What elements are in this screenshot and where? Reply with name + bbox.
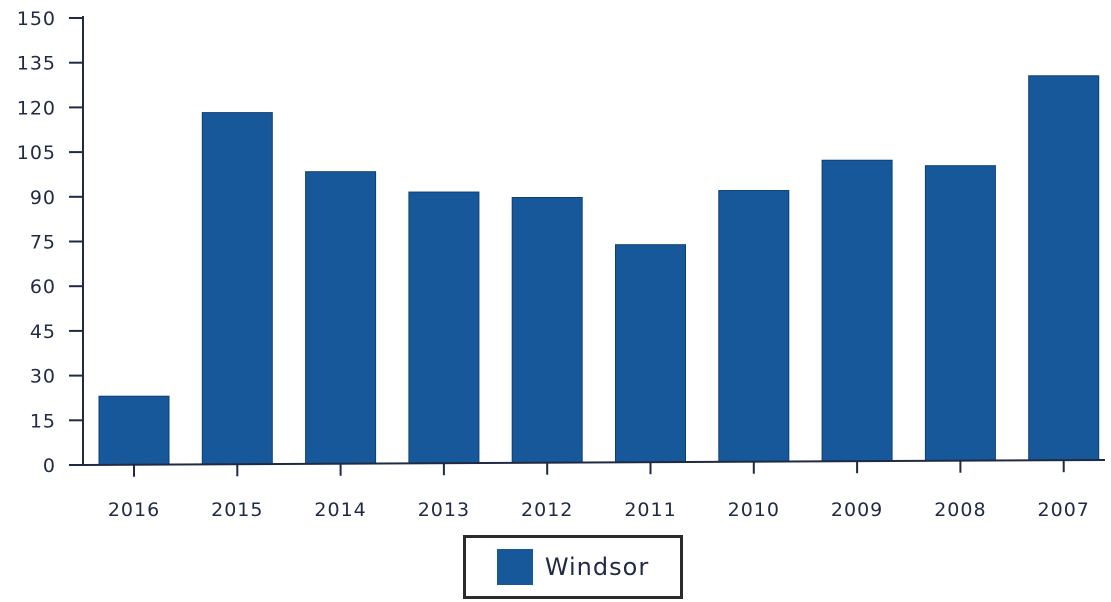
bar-2014 bbox=[305, 171, 377, 465]
x-axis-line bbox=[82, 459, 1106, 466]
bar-2008 bbox=[924, 165, 996, 462]
y-tick-label: 150 bbox=[17, 8, 56, 30]
x-tick-label-2015: 2015 bbox=[211, 499, 263, 521]
x-axis-ticks: 2016 2015 2014 2013 2012 2011 2010 2009 2008 2007 bbox=[108, 460, 1090, 521]
y-tick-label: 60 bbox=[30, 276, 56, 298]
x-tick-label-2016: 2016 bbox=[108, 499, 160, 521]
bar-2010 bbox=[718, 190, 790, 463]
x-tick-label-2011: 2011 bbox=[624, 499, 676, 521]
y-tick-label: 120 bbox=[17, 97, 56, 119]
bar-2007 bbox=[1028, 75, 1100, 461]
bar-2013 bbox=[408, 191, 480, 464]
bar-2012 bbox=[511, 197, 583, 464]
bar-2016 bbox=[98, 395, 170, 466]
x-tick-label-2013: 2013 bbox=[418, 499, 470, 521]
bars-group bbox=[98, 75, 1100, 466]
y-axis-ticks: 0 15 30 45 60 75 90 105 120 135 150 bbox=[17, 8, 83, 477]
bar-2009 bbox=[821, 159, 893, 462]
y-tick-label: 135 bbox=[17, 53, 56, 75]
y-tick-label: 30 bbox=[30, 366, 56, 388]
bar-2015 bbox=[201, 112, 273, 465]
legend-swatch-windsor bbox=[496, 549, 533, 585]
x-tick-label-2008: 2008 bbox=[934, 499, 986, 521]
y-tick-label: 90 bbox=[30, 187, 56, 209]
x-tick-label-2009: 2009 bbox=[831, 499, 883, 521]
x-tick-label-2007: 2007 bbox=[1038, 499, 1090, 521]
y-tick-label: 45 bbox=[30, 321, 56, 343]
legend-label-windsor: Windsor bbox=[544, 553, 650, 581]
x-tick-label-2010: 2010 bbox=[728, 499, 780, 521]
legend: Windsor bbox=[463, 535, 683, 599]
x-tick-label-2014: 2014 bbox=[314, 499, 366, 521]
y-tick-label: 105 bbox=[17, 142, 56, 164]
y-tick-label: 75 bbox=[30, 232, 56, 254]
y-tick-label: 15 bbox=[30, 410, 56, 432]
y-tick-label: 0 bbox=[43, 455, 56, 477]
x-tick-label-2012: 2012 bbox=[521, 499, 573, 521]
bar-2011 bbox=[615, 244, 686, 463]
